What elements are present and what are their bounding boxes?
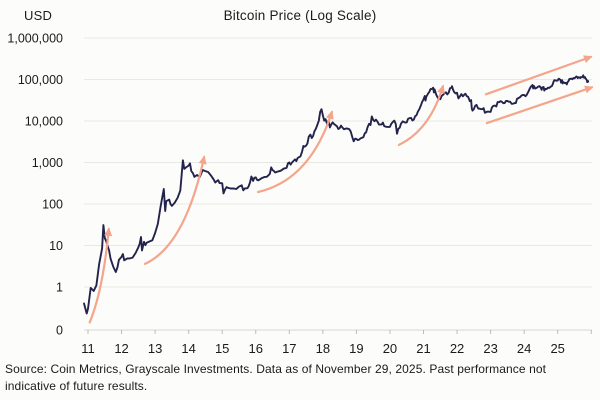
x-tick-label: 23 bbox=[483, 341, 497, 356]
x-tick-label: 21 bbox=[416, 341, 430, 356]
x-tick-label: 19 bbox=[349, 341, 363, 356]
grid-layer bbox=[84, 37, 592, 331]
trend-arrow bbox=[143, 155, 207, 265]
y-tick-label: 100,000 bbox=[18, 73, 63, 87]
y-tick-label: 1,000,000 bbox=[7, 31, 63, 45]
x-tick-label: 16 bbox=[249, 341, 263, 356]
y-tick-label: 1 bbox=[56, 280, 63, 294]
chart-title: Bitcoin Price (Log Scale) bbox=[223, 8, 377, 23]
trend-arrow bbox=[485, 85, 594, 125]
x-tick-label: 14 bbox=[181, 341, 195, 356]
trend-arrows-layer bbox=[88, 55, 594, 324]
x-tick-label: 25 bbox=[550, 341, 564, 356]
trend-arrow bbox=[484, 55, 593, 96]
x-tick-label: 11 bbox=[81, 341, 95, 356]
trend-arrow bbox=[88, 227, 113, 324]
x-tick-label: 20 bbox=[383, 341, 397, 356]
y-tick-label: 1,000 bbox=[32, 156, 63, 170]
x-tick-label: 18 bbox=[316, 341, 330, 356]
trend-arrow bbox=[257, 110, 334, 194]
x-tick-label: 12 bbox=[114, 341, 128, 356]
y-tick-label: 0 bbox=[56, 323, 63, 337]
trend-arrow bbox=[397, 84, 445, 146]
y-tick-label: 10 bbox=[49, 239, 63, 253]
y-axis-unit-label: USD bbox=[24, 8, 53, 23]
x-tick-label: 22 bbox=[450, 341, 464, 356]
y-tick-label: 100 bbox=[42, 197, 63, 211]
x-tick-label: 24 bbox=[517, 341, 531, 356]
x-tick-label: 17 bbox=[282, 341, 296, 356]
y-tick-label: 10,000 bbox=[25, 114, 63, 128]
x-tick-label: 13 bbox=[148, 341, 162, 356]
price-line bbox=[83, 74, 590, 315]
price-line-layer bbox=[83, 74, 590, 315]
source-note: Source: Coin Metrics, Grayscale Investme… bbox=[5, 362, 547, 393]
x-tick-label: 15 bbox=[215, 341, 229, 356]
